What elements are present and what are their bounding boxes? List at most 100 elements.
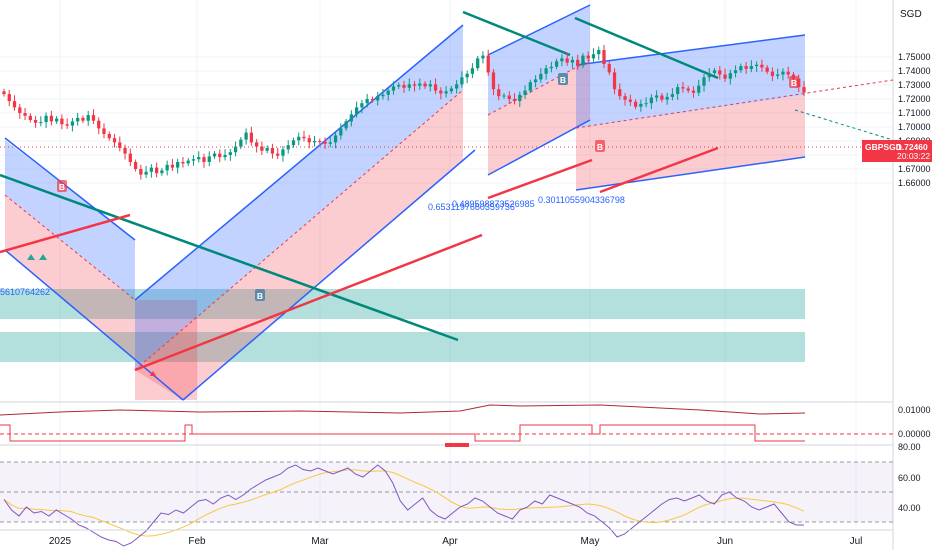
price-tick: 1.67000 — [898, 164, 931, 174]
candle-body — [612, 72, 617, 90]
demand-zone-lower[interactable] — [0, 332, 805, 362]
candle-body — [570, 59, 575, 63]
teal-trendlines[interactable] — [0, 10, 719, 342]
candle-body — [402, 85, 406, 88]
candle-body — [70, 121, 75, 126]
candle-body — [170, 164, 175, 168]
candle-body — [312, 141, 317, 143]
candle-body — [144, 171, 148, 175]
candle-body — [44, 115, 48, 123]
svg-text:B: B — [59, 182, 65, 192]
candle-body — [391, 86, 396, 91]
candle-body — [60, 118, 64, 125]
candle-body — [244, 132, 248, 140]
candle-body — [665, 96, 669, 100]
candle-body — [297, 136, 301, 141]
candle-body — [260, 146, 264, 151]
candle-body — [776, 74, 780, 76]
date-tick: Jul — [850, 536, 863, 547]
candlestick-series[interactable] — [2, 44, 806, 180]
rsi-tick-80: 80.00 — [898, 442, 921, 452]
time-axis[interactable]: 2025 Feb Mar Apr May Jun Jul — [49, 536, 863, 547]
candle-body — [281, 149, 285, 156]
last-price-value: 1.72460 — [897, 142, 928, 152]
candle-body — [744, 66, 748, 69]
candle-body — [302, 136, 306, 139]
candle-body — [365, 99, 369, 104]
candle-body — [539, 73, 543, 80]
candle-body — [18, 107, 22, 113]
candle-body — [528, 82, 532, 91]
candle-body — [328, 142, 332, 144]
candle-body — [633, 101, 638, 107]
candle-body — [491, 72, 496, 90]
candle-body — [212, 153, 217, 157]
candle-body — [349, 114, 353, 122]
annotation-2: 0.6531197680359736 — [428, 202, 515, 212]
candle-body — [465, 73, 469, 78]
projection-line — [794, 109, 894, 141]
rsi-moving-average — [3, 469, 805, 537]
candle-body — [397, 85, 401, 87]
candle-body — [181, 162, 185, 164]
candle-body — [12, 101, 17, 108]
candle-body — [33, 120, 38, 123]
candle-body — [207, 156, 211, 162]
candle-body — [760, 64, 764, 68]
candle-body — [655, 95, 659, 98]
candle-body — [249, 132, 253, 143]
channel-2-upper-fill — [135, 25, 463, 370]
candle-body — [755, 64, 759, 67]
candle-body — [565, 58, 569, 63]
candle-body — [486, 55, 490, 73]
last-price-tag — [862, 140, 932, 162]
candle-body — [186, 160, 190, 164]
channel-lines[interactable] — [4, 4, 806, 401]
lower-tick-2: 0.00000 — [898, 429, 931, 439]
price-axis-panel[interactable] — [893, 0, 932, 550]
svg-text:B: B — [560, 75, 566, 85]
candle-body — [49, 115, 53, 122]
candle-body — [255, 142, 259, 147]
candle-body — [786, 71, 790, 75]
candle-body — [28, 115, 32, 120]
candle-body — [681, 87, 685, 89]
candle-body — [428, 84, 432, 87]
red-support-lines[interactable] — [0, 146, 719, 372]
candle-body — [360, 103, 364, 108]
signal-badges[interactable]: B B B B B — [57, 73, 799, 301]
candle-body — [728, 73, 732, 79]
candle-body — [455, 84, 459, 89]
candle-body — [7, 94, 11, 102]
candle-body — [160, 170, 164, 174]
candle-body — [660, 95, 664, 100]
svg-text:B: B — [597, 142, 603, 152]
date-tick: May — [581, 536, 600, 547]
candle-body — [149, 167, 153, 172]
candle-body — [523, 90, 527, 95]
candle-body — [670, 94, 675, 97]
candle-body — [555, 61, 559, 67]
demand-zone-upper[interactable] — [0, 289, 805, 319]
candle-body — [602, 50, 606, 64]
date-tick: Mar — [311, 536, 329, 547]
candle-body — [107, 134, 111, 139]
candle-body — [512, 99, 517, 102]
svg-text:B: B — [791, 78, 797, 88]
candle-body — [223, 155, 227, 158]
price-tick: 1.70000 — [898, 122, 931, 132]
candle-body — [433, 84, 438, 91]
currency-label: SGD — [900, 9, 922, 20]
buy-arrows — [27, 254, 47, 260]
svg-text:B: B — [257, 291, 263, 301]
candle-body — [686, 88, 690, 91]
channel-4-lower-fill — [576, 95, 805, 190]
candle-body — [270, 148, 275, 154]
candle-body — [423, 83, 427, 87]
price-tick: 1.66000 — [898, 178, 931, 188]
candle-body — [155, 167, 159, 174]
channel-3-lower-fill — [488, 60, 590, 175]
candle-body — [128, 153, 132, 162]
candle-body — [470, 68, 475, 74]
